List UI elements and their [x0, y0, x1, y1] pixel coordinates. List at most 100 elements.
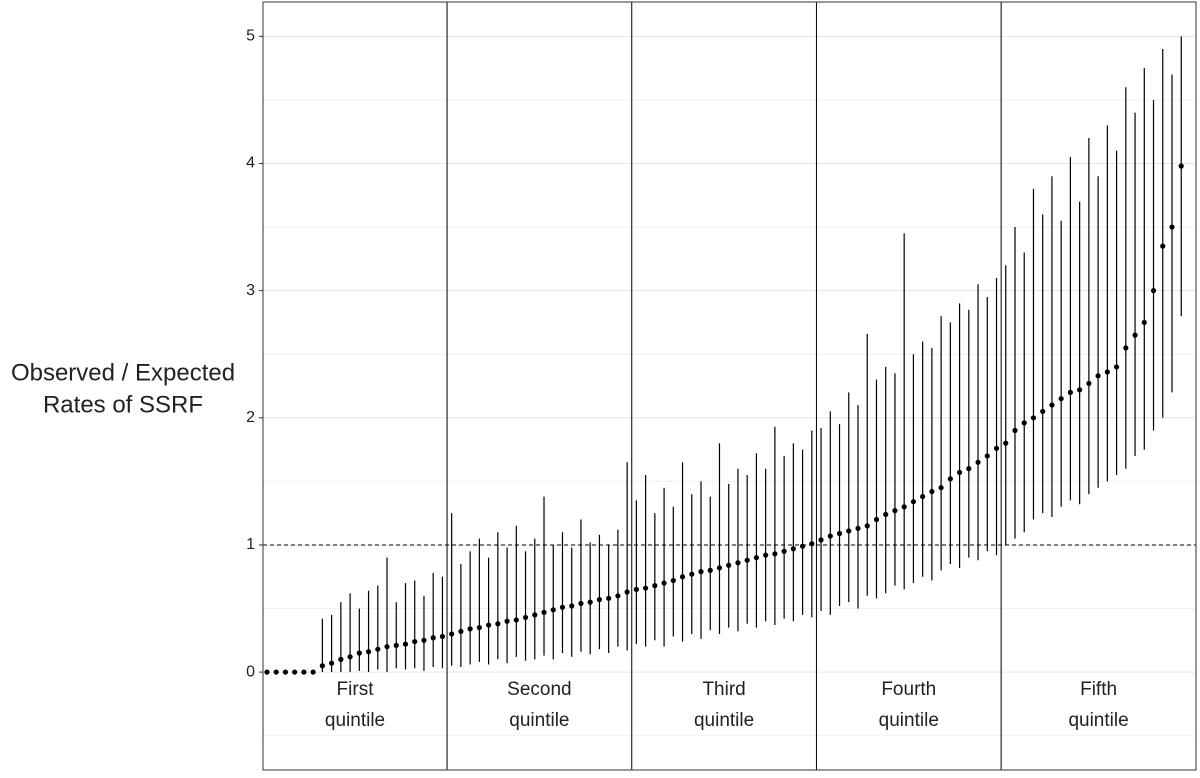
point-estimate [716, 565, 723, 571]
point-estimate [486, 622, 492, 628]
point-estimate [292, 669, 298, 675]
group-label: quintile [694, 710, 754, 731]
point-estimate [827, 533, 833, 539]
point-estimate [1086, 380, 1092, 387]
point-estimate [421, 637, 427, 643]
point-estimate [679, 574, 686, 580]
point-estimate [892, 508, 898, 514]
point-estimate [1012, 427, 1018, 434]
point-estimate [1160, 243, 1166, 249]
plot-border [262, 1, 1197, 771]
point-estimate [975, 459, 981, 465]
y-axis-label: Observed / Expected [11, 359, 235, 386]
point-estimate [818, 537, 824, 543]
point-estimate [1067, 389, 1074, 395]
point-estimate [633, 586, 639, 593]
point-estimate [273, 669, 279, 675]
y-tick-label: 0 [246, 663, 255, 680]
group-label: First [337, 679, 375, 700]
point-estimate [375, 646, 381, 652]
point-estimate [458, 628, 464, 635]
point-estimate [1123, 345, 1129, 351]
point-estimate [790, 546, 796, 552]
group-label: quintile [1068, 710, 1128, 731]
point-estimate [883, 511, 889, 518]
point-estimate [541, 609, 547, 615]
point-estimate [984, 453, 990, 459]
point-estimate [1003, 440, 1009, 446]
point-estimate [596, 597, 603, 603]
point-estimate [993, 445, 1000, 451]
point-estimate [615, 593, 621, 599]
point-estimate [532, 612, 538, 618]
point-estimate [319, 663, 325, 669]
point-estimate [689, 571, 695, 577]
point-estimate [929, 488, 935, 495]
point-estimate [698, 569, 704, 575]
group-label: Fifth [1080, 679, 1117, 700]
point-estimate [1030, 415, 1037, 421]
point-estimate [1141, 319, 1147, 326]
point-estimate [726, 562, 732, 568]
point-estimate [1104, 369, 1110, 375]
point-estimate [1150, 288, 1157, 294]
point-estimate [476, 624, 482, 631]
point-estimate [652, 583, 658, 589]
point-estimate [578, 600, 584, 607]
point-estimate [1132, 332, 1138, 338]
point-estimate [753, 555, 760, 561]
point-estimate [301, 669, 307, 675]
point-estimate [855, 525, 861, 532]
point-estimate [809, 541, 815, 547]
y-axis-label: Rates of SSRF [43, 391, 203, 418]
point-estimate [513, 617, 519, 623]
point-estimate [846, 528, 852, 534]
point-estimate [559, 604, 566, 610]
group-label: Fourth [881, 679, 936, 700]
point-estimate [1049, 402, 1055, 408]
point-estimate [772, 551, 778, 557]
point-estimate [522, 614, 529, 621]
point-estimate [947, 476, 953, 482]
point-estimate [1169, 224, 1175, 230]
group-label: Third [702, 679, 745, 700]
point-estimate [282, 669, 289, 675]
point-estimate [873, 516, 880, 523]
point-estimate [606, 595, 612, 601]
y-tick-label: 3 [246, 282, 255, 299]
point-estimate [504, 618, 510, 624]
y-tick-label: 5 [246, 28, 255, 45]
point-estimate [735, 560, 741, 566]
point-estimate [439, 633, 446, 640]
point-estimate [569, 603, 575, 609]
point-estimate [264, 669, 270, 675]
point-estimate [1113, 364, 1120, 370]
point-estimate [744, 557, 750, 563]
point-estimate [1021, 420, 1027, 426]
point-estimate [763, 552, 769, 558]
point-estimate [347, 654, 353, 660]
point-estimate [1178, 163, 1184, 169]
point-estimate [966, 466, 972, 472]
point-estimate [781, 548, 787, 554]
group-label: Second [507, 679, 571, 700]
point-estimate [412, 638, 418, 645]
point-estimate [643, 585, 649, 591]
point-estimate [393, 642, 399, 648]
point-estimate [356, 650, 362, 656]
point-estimate [670, 577, 676, 584]
point-estimate [449, 631, 455, 637]
y-tick-label: 4 [246, 155, 255, 172]
point-estimate [910, 499, 917, 505]
point-estimate [836, 530, 843, 537]
group-label: quintile [879, 710, 939, 731]
group-label: quintile [325, 710, 385, 731]
point-estimate [864, 523, 870, 529]
point-estimate [1040, 408, 1046, 415]
y-tick-label: 1 [246, 536, 255, 553]
point-estimate [956, 469, 963, 476]
point-estimate [587, 599, 593, 605]
point-estimate [661, 580, 667, 586]
point-estimate [799, 543, 806, 549]
